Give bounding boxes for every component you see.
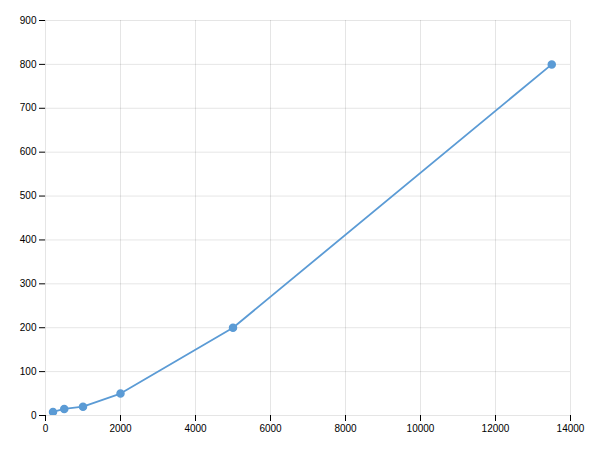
svg-text:12000: 12000 <box>482 423 510 434</box>
svg-text:800: 800 <box>20 59 37 70</box>
svg-text:0: 0 <box>43 423 49 434</box>
svg-text:400: 400 <box>20 234 37 245</box>
svg-text:4000: 4000 <box>184 423 207 434</box>
svg-text:200: 200 <box>20 322 37 333</box>
svg-text:14000: 14000 <box>557 423 585 434</box>
svg-text:0: 0 <box>31 410 37 421</box>
svg-text:600: 600 <box>20 146 37 157</box>
svg-text:300: 300 <box>20 278 37 289</box>
svg-text:900: 900 <box>20 15 37 26</box>
svg-text:500: 500 <box>20 190 37 201</box>
svg-text:2000: 2000 <box>109 423 132 434</box>
svg-text:8000: 8000 <box>334 423 357 434</box>
svg-text:6000: 6000 <box>259 423 282 434</box>
svg-text:100: 100 <box>20 366 37 377</box>
svg-text:700: 700 <box>20 102 37 113</box>
svg-text:10000: 10000 <box>407 423 435 434</box>
